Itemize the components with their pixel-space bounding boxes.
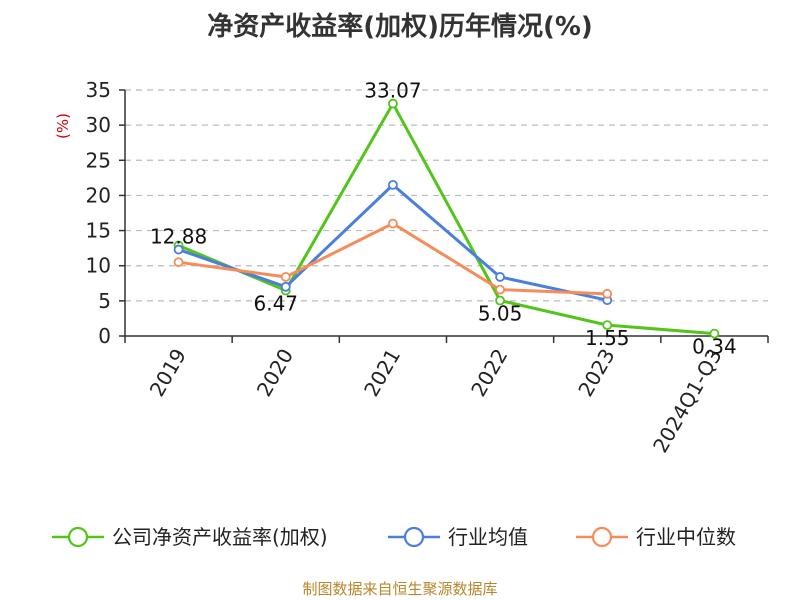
x-tick-label: 2020 bbox=[252, 345, 298, 401]
data-label: 5.05 bbox=[478, 302, 523, 326]
x-tick-label: 2021 bbox=[359, 345, 405, 401]
data-label: 6.47 bbox=[253, 292, 298, 316]
data-point bbox=[709, 328, 720, 339]
data-point bbox=[280, 272, 291, 282]
legend: 公司净资产收益率(加权) 行业均值 行业中位数 bbox=[52, 525, 736, 549]
y-tick-label: 20 bbox=[86, 183, 111, 207]
y-axis-label: (%) bbox=[54, 113, 72, 139]
series-line bbox=[178, 183, 608, 302]
series-line bbox=[178, 102, 715, 336]
axes: 0 5 10 15 20 25 30 35 2019 2020 2021 2022 2023 2024Q1… bbox=[86, 78, 769, 457]
x-tick-label: 2022 bbox=[466, 345, 512, 401]
data-labels: 12.88 6.47 33.07 5.05 1.55 0.34 bbox=[150, 79, 737, 359]
y-tick-label: 10 bbox=[86, 254, 111, 278]
series-line bbox=[178, 222, 608, 296]
legend-label: 公司净资产收益率(加权) bbox=[112, 525, 328, 549]
source-footer: 制图数据来自恒生聚源数据库 bbox=[302, 580, 498, 598]
data-label: 1.55 bbox=[585, 326, 630, 350]
data-point bbox=[495, 284, 505, 295]
x-tick-label: 2023 bbox=[573, 345, 619, 401]
data-label: 33.07 bbox=[364, 79, 421, 103]
data-point bbox=[495, 272, 505, 282]
data-point bbox=[602, 288, 613, 299]
y-tick-label: 15 bbox=[86, 219, 111, 243]
legend-marker bbox=[67, 526, 89, 548]
data-point bbox=[602, 320, 613, 331]
data-point bbox=[173, 257, 184, 268]
data-label: 0.34 bbox=[692, 335, 737, 359]
data-point bbox=[388, 98, 398, 109]
data-label: 12.88 bbox=[150, 224, 207, 248]
data-point bbox=[495, 295, 505, 306]
series bbox=[173, 98, 720, 339]
y-tick-label: 25 bbox=[86, 148, 111, 172]
data-point bbox=[280, 281, 291, 292]
legend-marker bbox=[591, 526, 613, 548]
data-point bbox=[173, 244, 184, 255]
x-tick-label: 2024Q1-Q3 bbox=[648, 345, 727, 457]
y-tick-label: 5 bbox=[98, 289, 111, 313]
legend-label: 行业中位数 bbox=[636, 525, 736, 549]
chart-title: 净资产收益率(加权)历年情况(%) bbox=[207, 12, 593, 42]
y-tick-label: 0 bbox=[98, 324, 111, 348]
y-tick-label: 30 bbox=[86, 113, 111, 137]
y-tick-label: 35 bbox=[86, 78, 111, 102]
legend-marker bbox=[403, 526, 425, 548]
x-tick-label: 2019 bbox=[145, 345, 191, 401]
data-point bbox=[388, 179, 398, 190]
legend-label: 行业均值 bbox=[448, 525, 528, 549]
data-point bbox=[388, 218, 398, 229]
